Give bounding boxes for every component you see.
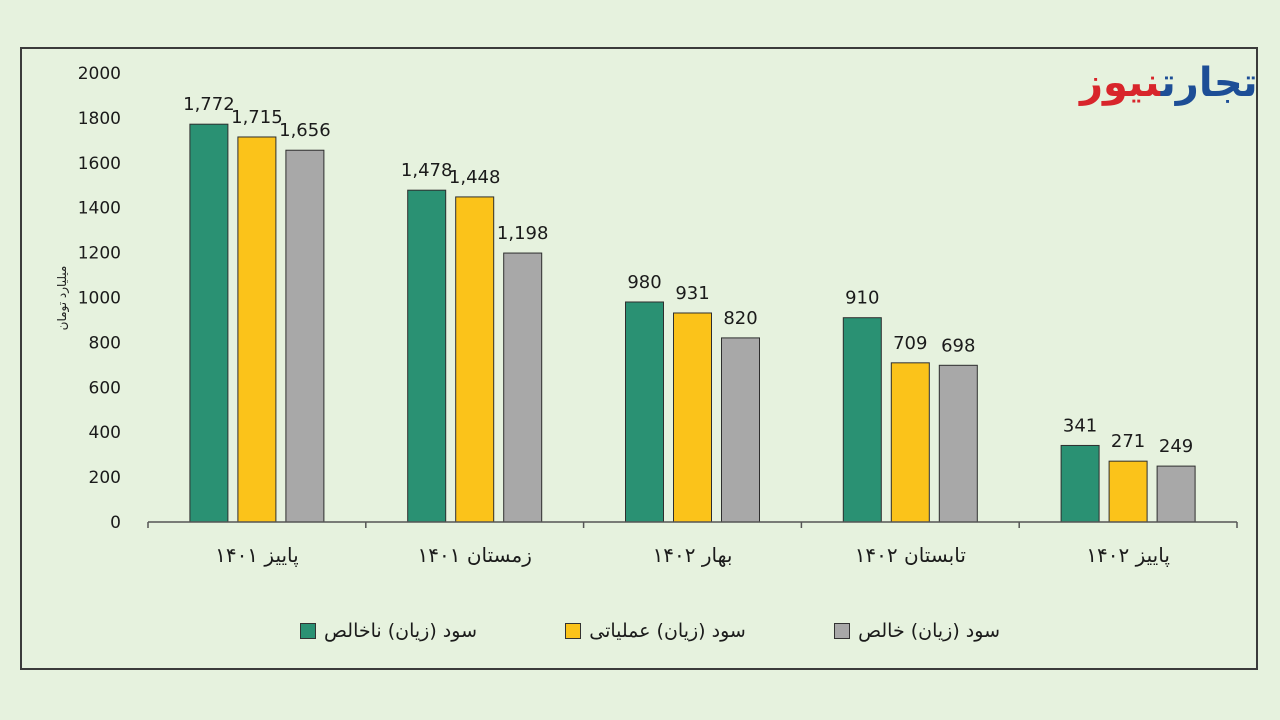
logo-part2: نیوز <box>1080 60 1162 106</box>
legend-swatch-net <box>834 623 851 639</box>
legend-swatch-operating <box>565 623 582 639</box>
bar <box>842 317 882 523</box>
data-label: 1,715 <box>231 107 283 128</box>
y-tick-label: 1000 <box>78 289 121 309</box>
legend-label-net: سود (زیان) خالص <box>858 620 1000 642</box>
y-tick-label: 1200 <box>78 244 121 264</box>
data-label: 1,772 <box>183 94 235 115</box>
data-label: 698 <box>941 335 975 356</box>
y-tick-label: 200 <box>89 468 121 488</box>
site-logo: تجارتنیوز <box>1080 60 1259 106</box>
x-tick-label: زمستان ۱۴۰۱ <box>418 543 532 567</box>
data-label: 271 <box>1111 431 1145 452</box>
y-axis-label: میلیارد تومان <box>55 266 70 331</box>
bar <box>721 337 760 523</box>
y-tick-label: 1400 <box>78 199 121 219</box>
legend-label-gross: سود (زیان) ناخالص <box>324 620 477 642</box>
x-tick-label: پاییز ۱۴۰۱ <box>215 543 299 568</box>
bar <box>455 196 495 523</box>
data-label: 931 <box>675 283 709 304</box>
y-tick-label: 0 <box>110 513 121 533</box>
data-label: 1,198 <box>497 223 549 244</box>
legend-item-net: سود (زیان) خالص <box>834 616 1000 646</box>
bar <box>237 136 277 523</box>
data-label: 1,448 <box>449 167 501 188</box>
legend: سود (زیان) ناخالص سود (زیان) عملیاتی سود… <box>300 616 1000 646</box>
y-tick-label: 1800 <box>78 109 121 129</box>
bar <box>1156 465 1196 523</box>
legend-item-gross: سود (زیان) ناخالص <box>300 616 477 646</box>
data-label: 910 <box>845 288 879 309</box>
x-tick-label: تابستان ۱۴۰۲ <box>855 543 966 567</box>
data-label: 980 <box>627 272 661 293</box>
bar <box>938 364 978 523</box>
data-label: 1,656 <box>279 120 331 141</box>
bar <box>407 189 447 523</box>
data-label: 709 <box>893 333 927 354</box>
bar <box>625 301 664 523</box>
legend-swatch-gross <box>300 623 316 639</box>
y-tick-label: 1600 <box>78 154 121 174</box>
bar <box>673 312 712 523</box>
data-label: 249 <box>1159 436 1193 457</box>
data-label: 341 <box>1063 415 1097 436</box>
bar <box>285 149 325 523</box>
legend-label-operating: سود (زیان) عملیاتی <box>589 620 746 642</box>
legend-item-operating: سود (زیان) عملیاتی <box>565 616 746 646</box>
y-tick-label: 800 <box>89 333 121 353</box>
bar <box>503 252 543 523</box>
logo-part1: تجارت <box>1160 60 1259 106</box>
y-tick-label: 600 <box>89 378 121 398</box>
chart-frame <box>20 47 1258 670</box>
y-tick-label: 400 <box>89 423 121 443</box>
data-label: 1,478 <box>401 160 453 181</box>
bar <box>1060 444 1100 523</box>
data-label: 820 <box>723 308 757 329</box>
bar <box>890 362 930 523</box>
x-tick-label: پاییز ۱۴۰۲ <box>1086 543 1170 568</box>
x-tick-label: بهار ۱۴۰۲ <box>653 543 733 567</box>
y-tick-label: 2000 <box>78 64 121 84</box>
bar <box>189 123 229 523</box>
bar <box>1108 460 1148 523</box>
